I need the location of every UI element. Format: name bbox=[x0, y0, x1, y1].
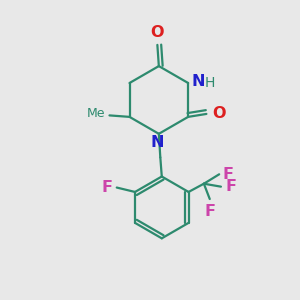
Text: F: F bbox=[223, 167, 234, 182]
Text: F: F bbox=[204, 204, 215, 219]
Text: Me: Me bbox=[87, 107, 105, 120]
Text: N: N bbox=[192, 74, 205, 89]
Text: O: O bbox=[151, 26, 164, 40]
Text: F: F bbox=[101, 180, 112, 195]
Text: H: H bbox=[204, 76, 215, 90]
Text: N: N bbox=[151, 135, 164, 150]
Text: F: F bbox=[225, 179, 236, 194]
Text: O: O bbox=[212, 106, 226, 122]
